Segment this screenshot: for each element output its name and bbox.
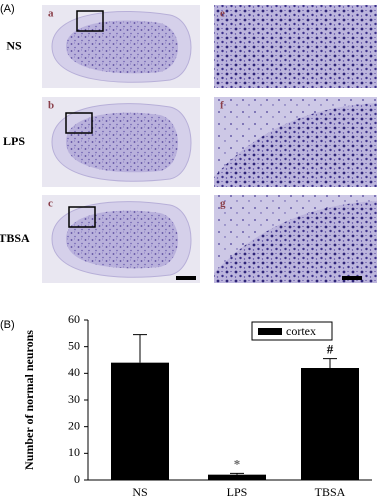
inset-box	[65, 112, 93, 134]
row-label: NS	[6, 38, 22, 52]
legend-swatch	[258, 328, 282, 335]
cell-layer	[214, 201, 377, 283]
row-label: TBSA	[0, 231, 30, 245]
inset-box	[76, 10, 104, 32]
y-tick-label: 60	[68, 312, 80, 326]
row-label: LPS	[3, 134, 25, 148]
x-tick-label: TBSA	[315, 485, 346, 499]
scale-bar	[176, 276, 196, 280]
bar	[301, 368, 359, 480]
scale-bar	[342, 276, 362, 280]
significance-marker: #	[327, 342, 334, 357]
inset-box	[68, 206, 96, 228]
panel-label: (B)	[0, 319, 15, 331]
tissue-inner	[66, 210, 178, 269]
micrograph-grid: NS a e LPS b f TBSA c g	[0, 5, 377, 283]
panel-letter: c	[48, 198, 53, 210]
error-bar	[133, 334, 147, 363]
error-bar	[230, 472, 244, 475]
y-tick-label: 20	[68, 418, 80, 432]
panel-letter: a	[48, 8, 54, 20]
cell-layer	[214, 103, 377, 187]
panel-letter: g	[220, 198, 226, 210]
y-tick-label: 40	[68, 365, 80, 379]
bar	[111, 362, 169, 480]
significance-marker: *	[234, 456, 241, 471]
cell-layer	[214, 5, 377, 88]
bar-chart: 0 10 20 30 40 50 60 Number of normal neurons NS L…	[22, 312, 372, 499]
panel-label: (A)	[0, 3, 15, 15]
panel-letter: f	[220, 100, 224, 112]
y-tick-label: 0	[74, 472, 80, 486]
error-bar	[323, 358, 337, 368]
panel-letter: e	[220, 8, 225, 20]
tissue-inner	[66, 20, 178, 74]
x-tick-label: NS	[132, 485, 147, 499]
panel-letter: b	[48, 100, 54, 112]
y-tick-label: 30	[68, 392, 80, 406]
legend-box	[251, 321, 333, 341]
legend-label: cortex	[286, 324, 316, 338]
y-tick-label: 50	[68, 338, 80, 352]
bar	[208, 474, 266, 480]
tissue-inner	[66, 112, 178, 173]
y-tick-label: 10	[68, 445, 80, 459]
y-axis-label: Number of normal neurons	[22, 330, 36, 470]
x-tick-label: LPS	[227, 485, 248, 499]
